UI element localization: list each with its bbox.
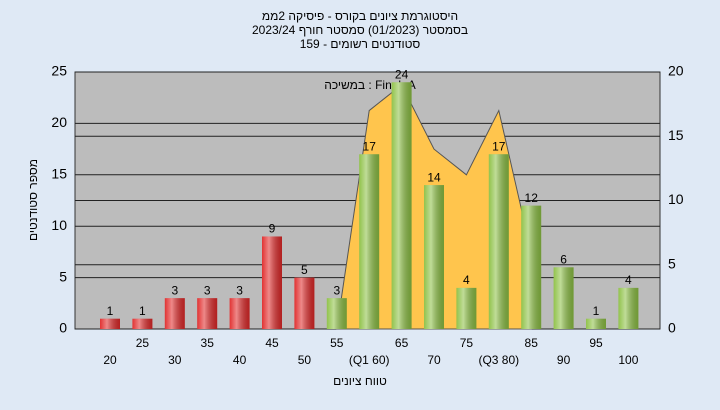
data-label: 3 xyxy=(204,283,211,297)
bar-shine xyxy=(262,236,282,329)
bar-shine xyxy=(618,287,639,329)
y-tick-label: 0 xyxy=(59,320,67,336)
y-tick-label: 25 xyxy=(51,63,67,79)
data-label: 17 xyxy=(492,139,506,153)
bar-shine xyxy=(164,298,185,329)
bar-shine xyxy=(359,154,380,329)
y-tick-label: 10 xyxy=(51,217,67,233)
x-tick-label: 55 xyxy=(330,336,344,350)
y-axis-label: מספר סטודנטים xyxy=(26,159,40,241)
data-label: 1 xyxy=(593,304,600,318)
data-label: 3 xyxy=(333,283,340,297)
data-label: 3 xyxy=(236,283,243,297)
data-label: 3 xyxy=(171,283,178,297)
bar-shine xyxy=(132,318,153,329)
x-tick-label: 65 xyxy=(395,336,409,350)
data-label: 4 xyxy=(463,273,470,287)
y-tick-label: 15 xyxy=(51,166,67,182)
x-tick-label: 100 xyxy=(618,353,638,367)
x-tick-label: 50 xyxy=(298,353,312,367)
data-label: 24 xyxy=(395,67,409,81)
bar-shine xyxy=(326,298,347,329)
x-tick-label: 85 xyxy=(525,336,539,350)
bar-shine xyxy=(521,205,542,329)
bar-shine xyxy=(100,318,120,329)
x-tick-label: 90 xyxy=(557,353,571,367)
chart-subtitle: בסמסטר (01/2023) סמסטר חורף 2023/24 xyxy=(252,23,468,37)
y2-tick-label: 0 xyxy=(668,320,676,336)
data-label: 5 xyxy=(301,263,308,277)
x-tick-label: 25 xyxy=(136,336,150,350)
data-label: 6 xyxy=(560,252,567,266)
x-tick-label: 75 xyxy=(460,336,474,350)
bar-shine xyxy=(553,267,574,329)
chart-title: היסטוגרמת ציונים בקורס - פיסיקה 2ממ xyxy=(262,9,458,23)
data-label: 1 xyxy=(107,304,114,318)
y-tick-label: 20 xyxy=(51,114,67,130)
bar-shine xyxy=(229,298,250,329)
data-label: 14 xyxy=(427,170,441,184)
x-tick-label: (Q3 80) xyxy=(478,353,519,367)
bar-shine xyxy=(391,82,412,329)
y2-tick-label: 20 xyxy=(668,63,684,79)
x-tick-label: 40 xyxy=(233,353,247,367)
data-label: 12 xyxy=(525,191,539,205)
y2-tick-label: 15 xyxy=(668,127,684,143)
x-tick-label: 70 xyxy=(427,353,441,367)
y2-tick-label: 10 xyxy=(668,191,684,207)
bar-shine xyxy=(586,318,606,329)
x-tick-label: 95 xyxy=(589,336,603,350)
x-tick-label: 20 xyxy=(103,353,117,367)
bar-shine xyxy=(424,185,444,329)
data-label: 17 xyxy=(363,139,377,153)
bar-shine xyxy=(488,154,509,329)
y-tick-label: 5 xyxy=(59,268,67,284)
y2-tick-label: 5 xyxy=(668,255,676,271)
x-tick-label: (Q1 60) xyxy=(349,353,390,367)
bar-shine xyxy=(456,287,477,329)
chart-subtitle: סטודנטים רשומים - 159 xyxy=(300,37,421,51)
bar-shine xyxy=(294,277,315,329)
data-label: 9 xyxy=(269,222,276,236)
data-label: 4 xyxy=(625,273,632,287)
bar-shine xyxy=(197,298,218,329)
x-axis-label: טווח ציונים xyxy=(333,374,387,388)
x-tick-label: 35 xyxy=(201,336,215,350)
x-tick-label: 30 xyxy=(168,353,182,367)
data-label: 1 xyxy=(139,304,146,318)
x-tick-label: 45 xyxy=(265,336,279,350)
